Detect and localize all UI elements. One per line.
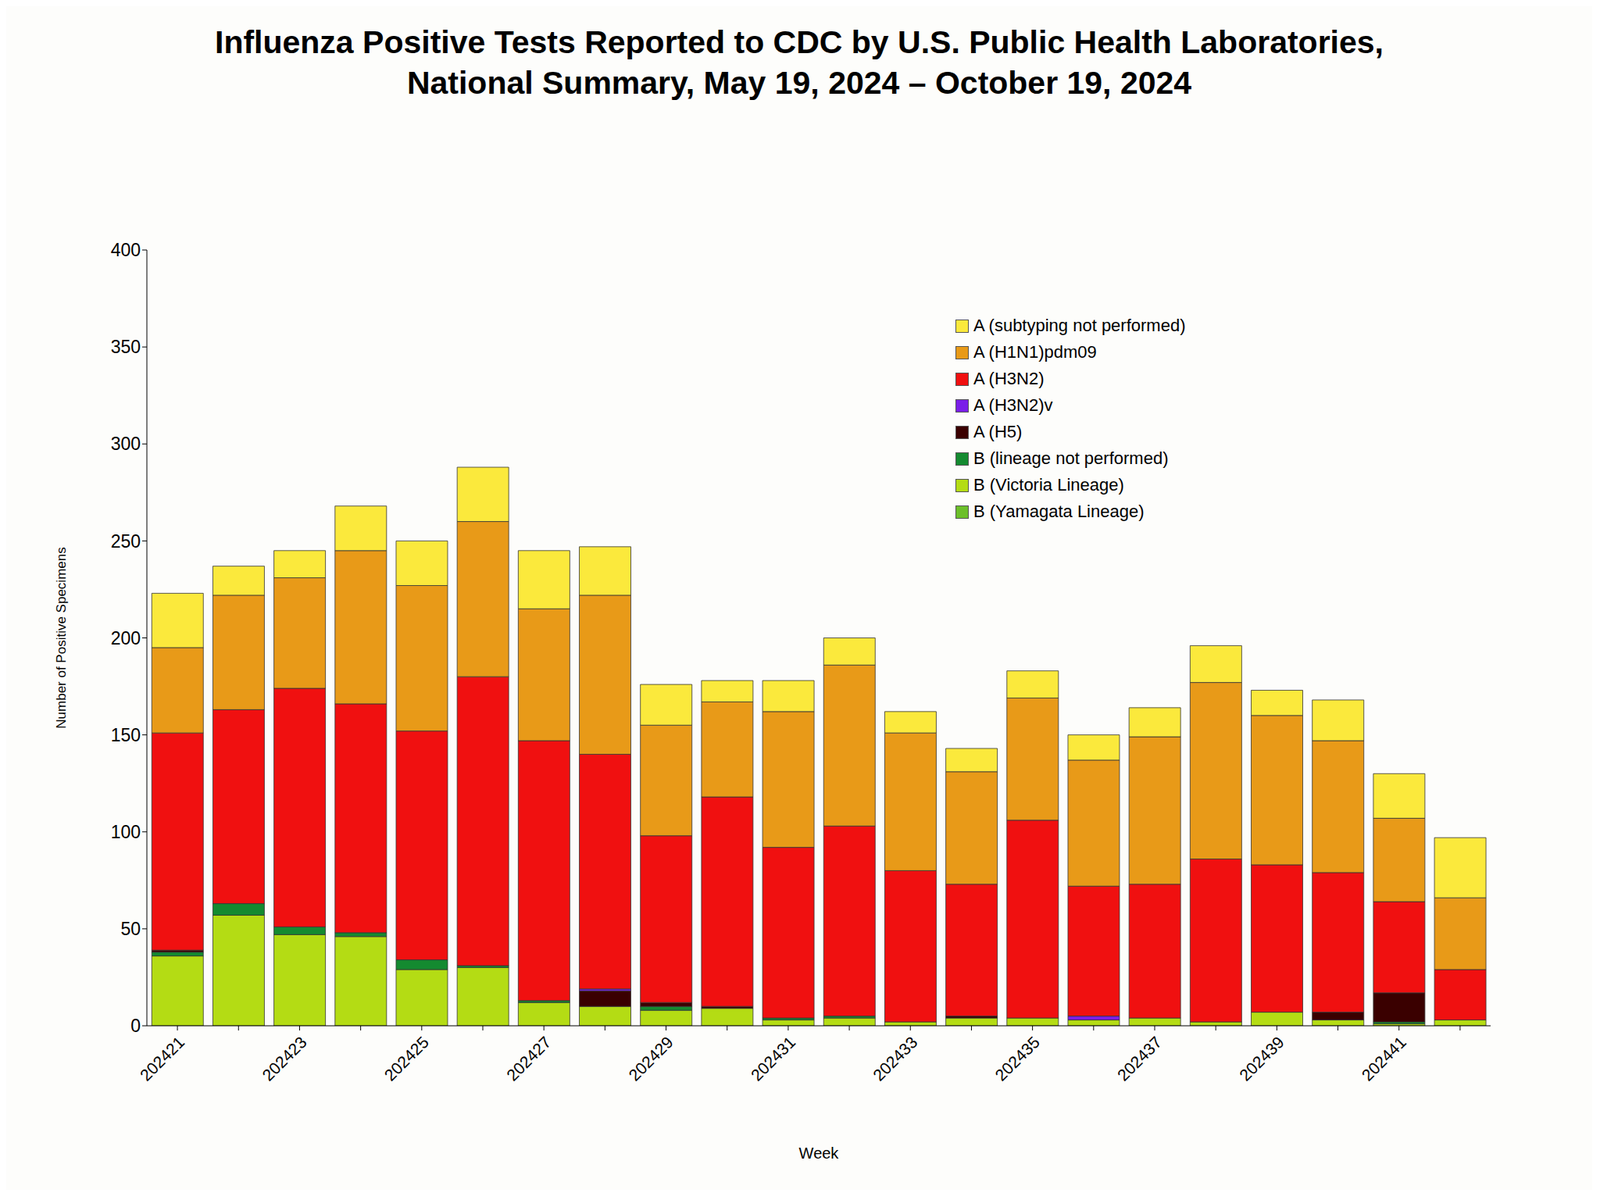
- html-text:A (H1N1)pdm09: A (H1N1)pdm09: [973, 342, 1097, 362]
- svg-text:200: 200: [110, 628, 141, 649]
- svg-text:202433: 202433: [869, 1032, 922, 1085]
- svg-text:0: 0: [130, 1015, 141, 1036]
- html-text:A (subtyping not performed): A (subtyping not performed): [973, 315, 1186, 336]
- svg-text:202431: 202431: [746, 1032, 799, 1085]
- svg-text:150: 150: [110, 725, 141, 746]
- svg-text:202423: 202423: [258, 1032, 311, 1085]
- svg-text:400: 400: [110, 239, 141, 261]
- svg-text:202435: 202435: [991, 1032, 1043, 1085]
- svg-text:202439: 202439: [1235, 1032, 1288, 1085]
- html-text:B (Yamagata Lineage): B (Yamagata Lineage): [973, 501, 1145, 522]
- html-text:B (Victoria Lineage): B (Victoria Lineage): [973, 475, 1125, 495]
- svg-text:202427: 202427: [503, 1032, 555, 1085]
- svg-text:300: 300: [110, 433, 141, 454]
- svg-text:Week: Week: [799, 1144, 840, 1162]
- html-text:A (H3N2)v: A (H3N2)v: [973, 395, 1053, 415]
- svg-text:250: 250: [110, 531, 141, 552]
- html-text:B (lineage not performed): B (lineage not performed): [973, 448, 1169, 468]
- html-text:National Summary, May 19, 2024: National Summary, May 19, 2024 – October…: [406, 64, 1192, 101]
- svg-text:202437: 202437: [1114, 1032, 1166, 1085]
- html-text:A (H3N2): A (H3N2): [973, 368, 1045, 389]
- svg-text:Number of Positive Specimens: Number of Positive Specimens: [53, 546, 69, 729]
- svg-text:350: 350: [110, 336, 141, 358]
- svg-text:100: 100: [110, 821, 141, 843]
- html-text:A (H5): A (H5): [973, 421, 1023, 442]
- html-text:Influenza Positive Tests Repor: Influenza Positive Tests Reported to CDC…: [214, 24, 1384, 61]
- svg-text:50: 50: [120, 918, 141, 940]
- svg-text:202429: 202429: [625, 1032, 677, 1085]
- svg-text:202441: 202441: [1357, 1032, 1410, 1085]
- svg-text:202425: 202425: [380, 1032, 433, 1085]
- svg-text:202421: 202421: [136, 1032, 189, 1085]
